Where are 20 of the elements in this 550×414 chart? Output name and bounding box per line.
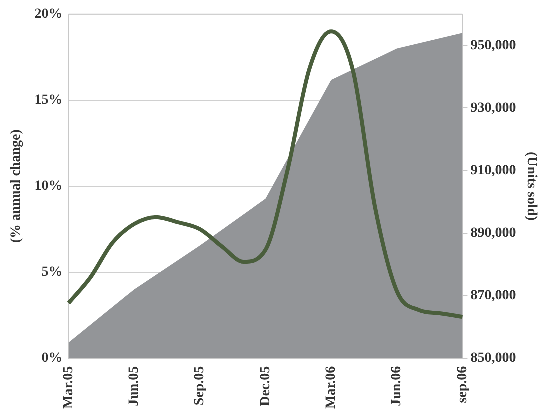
y-tick-label: 10% (34, 178, 63, 194)
x-tick-label: Jun.05 (127, 366, 142, 406)
y-axis-title: (% annual change) (9, 129, 24, 244)
y2-tick-label: 910,000 (470, 163, 516, 178)
x-tick-label: sep.06 (455, 366, 470, 404)
x-tick-label: Sep.05 (192, 366, 208, 406)
y-tick-label: 0% (42, 350, 63, 366)
x-tick-label: Mar.06 (324, 366, 340, 410)
y2-axis-title: (Units sold) (524, 152, 539, 222)
y2-tick-label: 950,000 (470, 38, 516, 54)
y-tick-label: 20% (34, 7, 63, 22)
y2-tick-label: 930,000 (470, 100, 516, 116)
x-tick-label: Jun.06 (390, 366, 405, 406)
y2-tick-label: 890,000 (470, 226, 516, 241)
y-tick-label: 15% (34, 93, 63, 108)
x-tick-label: Mar.05 (61, 366, 76, 410)
y2-tick-label: 870,000 (470, 288, 516, 304)
y-tick-label: 5% (42, 264, 63, 280)
y2-tick-label: 850,000 (470, 350, 516, 366)
x-tick-label: Dec.05 (258, 366, 274, 406)
